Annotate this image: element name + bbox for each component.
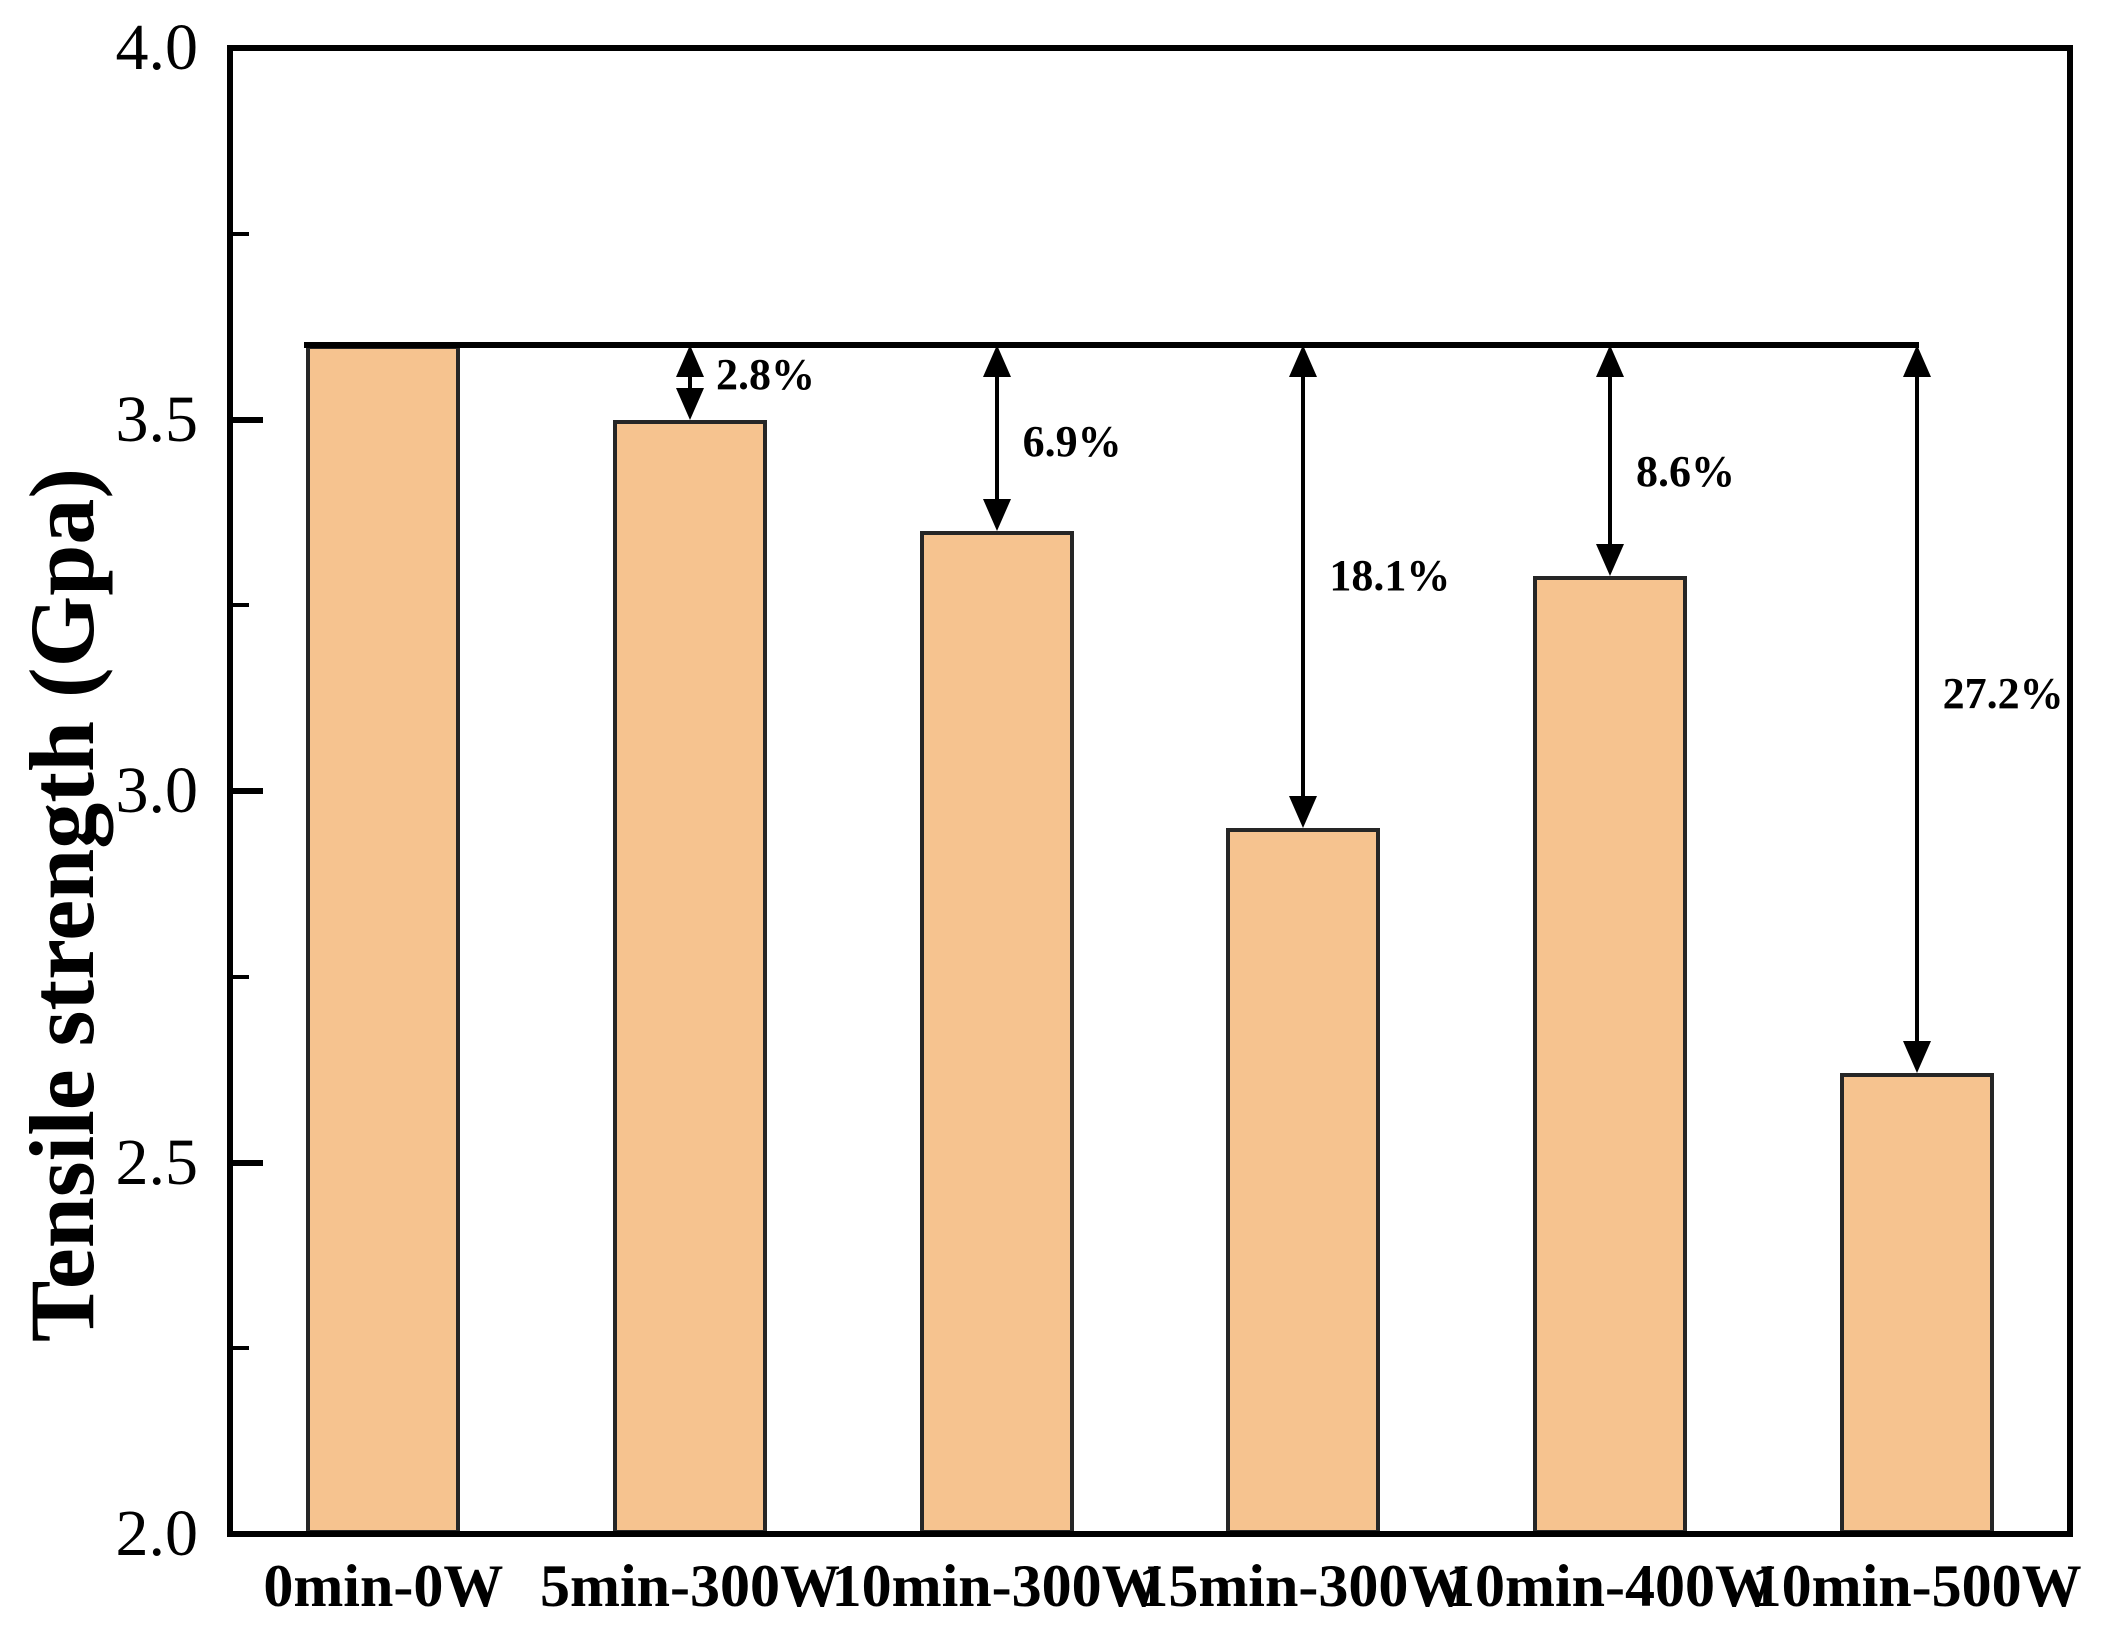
annotation-arrowhead-up-8.6%: [1596, 345, 1624, 378]
annotation-label-2.8%: 2.8%: [716, 349, 815, 399]
x-tick-label-10min-500W: 10min-500W: [1751, 1553, 2082, 1619]
annotation-arrowhead-up-27.2%: [1902, 345, 1931, 378]
annotation-arrowhead-up-6.9%: [982, 345, 1011, 378]
y-tick-label-2.0: 2.0: [115, 1497, 199, 1570]
x-tick-label-0min-0W: 0min-0W: [263, 1553, 504, 1619]
annotation-arrowhead-down-18.1%: [1289, 796, 1318, 829]
annotation-arrow-shaft-8.6%: [1608, 351, 1612, 570]
bar-10min-400W: [1533, 575, 1687, 1534]
annotation-label-18.1%: 18.1%: [1329, 550, 1451, 600]
annotation-arrowhead-up-18.1%: [1289, 345, 1318, 378]
annotation-arrow-shaft-2.8%: [688, 351, 692, 414]
x-tick-label-5min-300W: 5min-300W: [540, 1553, 840, 1619]
y-major-tick-3: [233, 788, 263, 794]
y-minor-tick-3.25: [233, 603, 249, 608]
y-major-tick-2.5: [233, 1159, 263, 1166]
annotation-label-27.2%: 27.2%: [1942, 669, 2064, 719]
annotation-arrowhead-up-2.8%: [676, 345, 704, 378]
bar-10min-300W: [919, 530, 1074, 1534]
bar-0min-0W: [306, 345, 461, 1534]
bar-15min-300W: [1226, 828, 1381, 1534]
bar-10min-500W: [1839, 1073, 1994, 1534]
annotation-arrow-shaft-27.2%: [1914, 351, 1919, 1068]
annotation-arrowhead-down-2.8%: [676, 387, 704, 420]
y-tick-label-2.5: 2.5: [115, 1125, 199, 1199]
reference-line: [304, 342, 1919, 349]
annotation-label-8.6%: 8.6%: [1636, 446, 1735, 496]
y-minor-tick-2.25: [233, 1346, 249, 1351]
y-tick-label-3.5: 3.5: [115, 382, 199, 456]
annotation-arrow-shaft-6.9%: [994, 351, 999, 525]
bar-5min-300W: [613, 419, 767, 1534]
y-minor-tick-2.75: [233, 974, 249, 979]
x-tick-label-10min-300W: 10min-300W: [831, 1553, 1162, 1619]
y-tick-label-3.0: 3.0: [115, 754, 199, 827]
annotation-arrowhead-down-6.9%: [982, 498, 1011, 531]
annotation-arrow-shaft-18.1%: [1301, 351, 1306, 823]
y-major-tick-3.5: [233, 416, 263, 423]
y-minor-tick-3.75: [233, 231, 249, 236]
annotation-label-6.9%: 6.9%: [1022, 416, 1122, 466]
y-axis-title: Tensile strength (Gpa): [11, 467, 113, 1343]
y-tick-label-4.0: 4.0: [115, 11, 199, 84]
x-tick-label-10min-400W: 10min-400W: [1445, 1553, 1775, 1619]
annotation-arrowhead-down-27.2%: [1902, 1041, 1931, 1074]
x-tick-label-15min-300W: 15min-300W: [1138, 1553, 1469, 1619]
annotation-arrowhead-down-8.6%: [1596, 543, 1624, 576]
